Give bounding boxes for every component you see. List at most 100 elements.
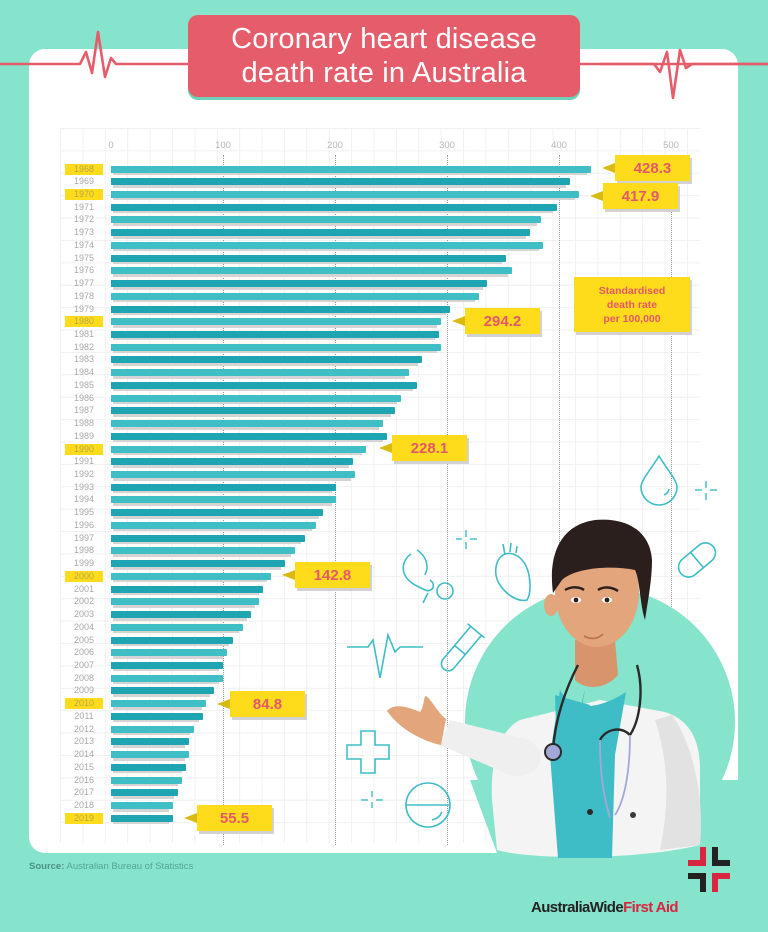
year-label: 1979: [73, 303, 95, 314]
bar[interactable]: [111, 420, 384, 428]
bar[interactable]: [111, 496, 337, 504]
bar[interactable]: [111, 356, 423, 364]
bar-shadow: [113, 184, 567, 188]
bar[interactable]: [111, 623, 244, 631]
bar[interactable]: [111, 369, 409, 377]
bar[interactable]: [111, 674, 223, 682]
bar-shadow: [113, 401, 398, 405]
year-label: 1987: [73, 405, 95, 416]
bar-shadow: [113, 528, 312, 532]
callout-pointer: [590, 191, 603, 201]
value-callout: 84.8: [217, 691, 305, 717]
bar[interactable]: [111, 534, 305, 542]
bar[interactable]: [111, 229, 530, 237]
bar[interactable]: [111, 649, 228, 657]
bar[interactable]: [111, 572, 271, 580]
bar[interactable]: [111, 509, 323, 517]
bar[interactable]: [111, 585, 264, 593]
bar[interactable]: [111, 751, 190, 759]
bar[interactable]: [111, 216, 542, 224]
bar[interactable]: [111, 776, 182, 784]
bar[interactable]: [111, 763, 187, 771]
year-label: 2017: [73, 787, 95, 798]
bar[interactable]: [111, 471, 356, 479]
bar-shadow: [113, 248, 540, 252]
bar[interactable]: [111, 381, 417, 389]
bar-shadow: [113, 719, 199, 723]
bar[interactable]: [111, 560, 285, 568]
bar-shadow: [113, 337, 436, 341]
bar[interactable]: [111, 687, 215, 695]
bar-shadow: [113, 681, 219, 685]
bar[interactable]: [111, 267, 512, 275]
bar[interactable]: [111, 521, 316, 529]
bar-shadow: [113, 821, 170, 825]
year-label: 1989: [73, 430, 95, 441]
bar-shadow: [113, 566, 281, 570]
bar[interactable]: [111, 738, 190, 746]
bar-shadow: [113, 490, 333, 494]
bar-shadow: [113, 770, 183, 774]
year-label: 1991: [73, 456, 95, 467]
bar[interactable]: [111, 661, 223, 669]
bar-shadow: [113, 553, 291, 557]
source-label: Source:: [29, 861, 65, 872]
year-label: 1969: [73, 176, 95, 187]
bar-shadow: [113, 744, 186, 748]
bar[interactable]: [111, 254, 507, 262]
bar[interactable]: [111, 432, 387, 440]
year-label: 1981: [73, 328, 95, 339]
bar-shadow: [113, 452, 363, 456]
bar[interactable]: [111, 330, 440, 338]
bar[interactable]: [111, 190, 580, 198]
bar[interactable]: [111, 318, 441, 326]
year-label: 1985: [73, 379, 95, 390]
bar-shadow: [113, 324, 437, 328]
year-label: 1999: [73, 558, 95, 569]
year-label: 2000: [65, 570, 103, 582]
bar[interactable]: [111, 280, 488, 288]
bar[interactable]: [111, 725, 194, 733]
bar[interactable]: [111, 802, 173, 809]
bar-shadow: [113, 388, 413, 392]
bar[interactable]: [111, 241, 544, 249]
bar[interactable]: [111, 547, 295, 555]
callout-value: 84.8: [252, 695, 283, 713]
bar[interactable]: [111, 292, 480, 300]
bar[interactable]: [111, 178, 571, 186]
bar[interactable]: [111, 712, 203, 720]
bar-shadow: [113, 235, 526, 239]
bar-shadow: [113, 706, 202, 710]
bar[interactable]: [111, 598, 259, 606]
bar[interactable]: [111, 789, 179, 797]
bar-shadow: [113, 477, 352, 481]
callout-value: 417.9: [621, 187, 660, 205]
bar-shadow: [113, 655, 224, 659]
callout-value: 55.5: [219, 809, 250, 827]
bar[interactable]: [111, 636, 234, 644]
title-line-1: Coronary heart disease: [231, 23, 537, 55]
gridline: [559, 155, 560, 845]
bar[interactable]: [111, 394, 402, 402]
bar[interactable]: [111, 814, 174, 822]
year-label: 2003: [73, 609, 95, 620]
x-tick-label: 100: [215, 140, 231, 151]
bar[interactable]: [111, 611, 251, 619]
year-label: 1992: [73, 469, 95, 480]
brand-logo[interactable]: AustraliaWideFirst Aid: [531, 899, 679, 916]
bar[interactable]: [111, 305, 451, 313]
bar-shadow: [113, 273, 508, 277]
title-line-2: death rate in Australia: [241, 57, 527, 89]
bar[interactable]: [111, 700, 206, 708]
bar[interactable]: [111, 483, 337, 491]
unit-note-line-2: death rate: [606, 298, 658, 311]
bar[interactable]: [111, 445, 367, 453]
bar[interactable]: [111, 407, 396, 415]
callout-value: 428.3: [633, 159, 672, 177]
bar[interactable]: [111, 458, 353, 466]
callout-pointer: [379, 443, 392, 453]
bar[interactable]: [111, 203, 557, 211]
bar[interactable]: [111, 343, 442, 351]
bar-shadow: [113, 197, 576, 201]
bar[interactable]: [111, 165, 591, 173]
